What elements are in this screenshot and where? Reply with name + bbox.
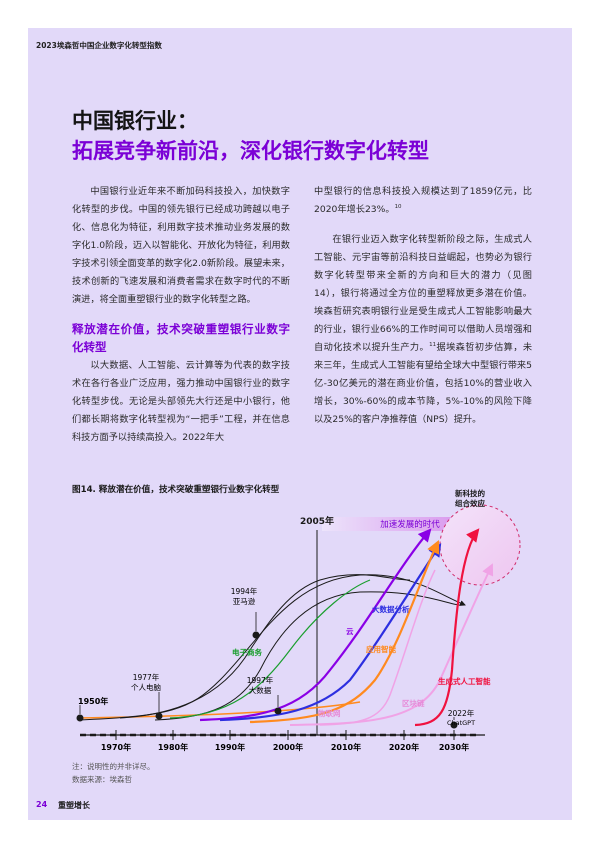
right-paragraph-2-cont: 据埃森哲初步估算，未来三年，生成式人工智能有望给全球大中型银行带来5亿-30亿美… xyxy=(314,342,533,425)
series-label-genai: 生成式人工智能 xyxy=(438,676,491,686)
page-background xyxy=(28,28,572,820)
right-column: 中型银行的信息科技投入规模达到了1859亿元，比2020年增长23%。10 在银… xyxy=(314,183,532,429)
milestone-dot-2022 xyxy=(450,721,458,729)
milestone-dot-1994 xyxy=(252,631,260,639)
series-label-applied-intelligence: 应用智能 xyxy=(366,644,396,654)
axis-ticks xyxy=(115,730,455,740)
label-1997-name: 大数据 xyxy=(249,685,272,695)
left-column: 中国银行业近年来不断加码科技投入，加快数字化转型的步伐。中国的领先银行已经成功跨… xyxy=(72,183,290,447)
bubble-label-line-2: 组合效应 xyxy=(455,498,485,508)
title-line-1: 中国银行业： xyxy=(72,109,198,133)
series-label-blockchain: 区块链 xyxy=(402,698,425,708)
axis-label-1980: 1980年 xyxy=(158,742,188,752)
right-paragraph-2: 在银行业迈入数字化转型新阶段之际，生成式人工智能、元宇宙等前沿科技日益崛起，也势… xyxy=(314,231,532,429)
title-line-2: 拓展竞争新前沿，深化银行数字化转型 xyxy=(72,139,429,163)
note-line-2: 数据来源：埃森哲 xyxy=(72,775,132,784)
note-line-1: 注：说明性的并非详尽。 xyxy=(72,762,155,771)
series-label-cloud: 云 xyxy=(346,627,354,636)
figure-notes: 注：说明性的并非详尽。 数据来源：埃森哲 xyxy=(72,760,155,786)
acceleration-arrow-label: 加速发展的时代 xyxy=(380,519,440,530)
left-paragraph-1: 中国银行业近年来不断加码科技投入，加快数字化转型的步伐。中国的领先银行已经成功跨… xyxy=(72,186,290,305)
applied-intelligence-curve xyxy=(249,540,440,724)
report-header: 2023埃森哲中国企业数字化转型指数 xyxy=(36,41,162,50)
combination-effect-bubble xyxy=(439,504,521,586)
right-paragraph-1-text: 中型银行的信息科技投入规模达到了1859亿元，比2020年增长23%。 xyxy=(314,186,532,215)
axis-label-2010: 2010年 xyxy=(331,742,361,752)
ecommerce-curve xyxy=(169,579,371,719)
milestone-dot-1950 xyxy=(76,714,84,722)
label-1994-year: 1994年 xyxy=(231,586,258,596)
label-1994-name: 亚马逊 xyxy=(233,596,256,606)
marker-2005-label: 2005年 xyxy=(300,515,334,527)
milestone-dot-1977 xyxy=(155,712,163,720)
axis-label-2000: 2000年 xyxy=(273,742,303,752)
iot-curve xyxy=(319,569,436,726)
label-1977-year: 1977年 xyxy=(133,672,160,682)
black-curve-internet xyxy=(119,574,411,719)
axis-label-1990: 1990年 xyxy=(215,742,245,752)
axis-label-1970: 1970年 xyxy=(101,742,131,752)
right-paragraph-2-text: 在银行业迈入数字化转型新阶段之际，生成式人工智能、元宇宙等前沿科技日益崛起，也势… xyxy=(314,234,532,353)
axis-label-2020: 2020年 xyxy=(389,742,419,752)
genai-curve xyxy=(414,528,480,727)
series-label-iot: 物联网 xyxy=(318,708,341,718)
right-paragraph-1: 中型银行的信息科技投入规模达到了1859亿元，比2020年增长23%。10 xyxy=(314,183,532,219)
bubble-label-line-1: 新科技的 xyxy=(455,488,485,498)
series-label-ecommerce: 电子商务 xyxy=(232,647,262,657)
cloud-curve xyxy=(199,528,432,722)
label-2022-year: 2022年 xyxy=(448,708,475,718)
black-curve-amazon xyxy=(154,591,461,721)
axis-label-2030: 2030年 xyxy=(439,742,469,752)
page-number: 24 xyxy=(36,800,48,809)
page-title: 中国银行业： 拓展竞争新前沿，深化银行数字化转型 xyxy=(72,106,429,166)
left-paragraph-2: 以大数据、人工智能、云计算等为代表的数字技术在各行各业广泛应用，强力推动中国银行… xyxy=(72,360,290,443)
figure-title: 图14. 释放潜在价值，技术突破重塑银行业数字化转型 xyxy=(72,485,280,495)
label-1950: 1950年 xyxy=(78,696,108,706)
bigdata-curve xyxy=(219,543,442,722)
milestone-dot-1997 xyxy=(274,707,282,715)
label-1997-year: 1997年 xyxy=(247,675,274,685)
series-label-bigdata: 大数据分析 xyxy=(372,604,410,614)
footnote-ref-11[interactable]: 11 xyxy=(429,341,437,348)
tech-evolution-diagram: 加速发展的时代 新科技的 组合效应 2005年 1970年 1980年 1990… xyxy=(76,488,521,752)
section-subheading: 释放潜在价值，技术突破重塑银行业数字化转型 xyxy=(72,322,290,354)
footnote-ref-10[interactable]: 10 xyxy=(394,203,402,210)
label-1977-name: 个人电脑 xyxy=(131,682,161,692)
label-2022-name: ChatGPT xyxy=(447,719,475,727)
footer-section-title: 重塑增长 xyxy=(58,801,90,810)
